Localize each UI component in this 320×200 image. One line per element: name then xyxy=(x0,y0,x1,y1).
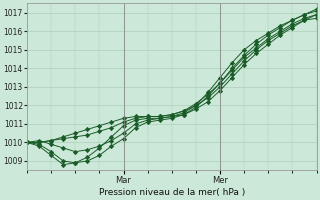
X-axis label: Pression niveau de la mer( hPa ): Pression niveau de la mer( hPa ) xyxy=(99,188,245,197)
